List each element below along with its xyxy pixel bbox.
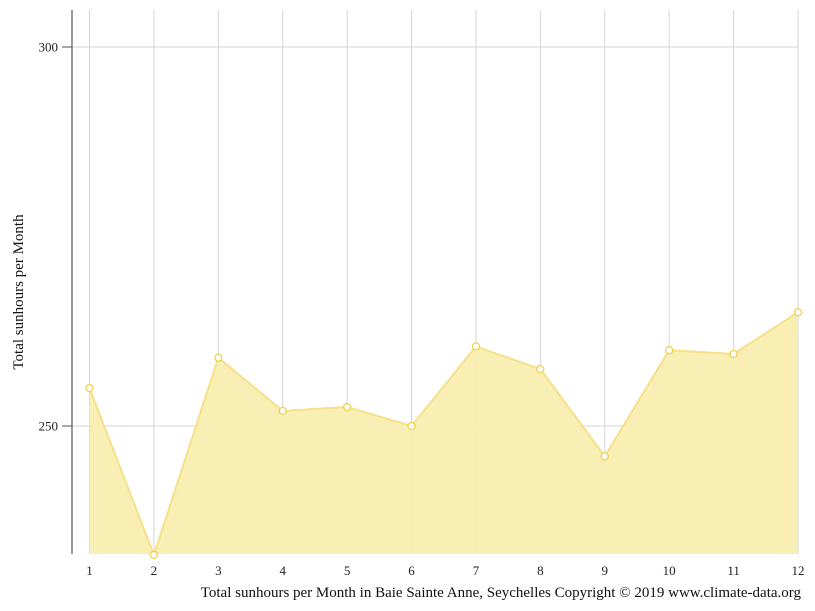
y-axis-title: Total sunhours per Month	[11, 214, 27, 370]
x-tick-label: 6	[408, 563, 415, 578]
x-tick-label: 1	[86, 563, 93, 578]
x-tick-label: 5	[344, 563, 351, 578]
y-tick-label: 300	[39, 40, 59, 55]
data-point-5	[342, 402, 352, 412]
x-tick-label: 3	[215, 563, 222, 578]
x-tick-label: 2	[151, 563, 158, 578]
x-ticks: 1 2 3 4 5 6 7 8 9 10 11 12	[86, 563, 804, 578]
chart-caption: Total sunhours per Month in Baie Sainte …	[200, 585, 801, 601]
data-point-1	[85, 383, 94, 393]
data-point-11	[729, 349, 738, 359]
sunhours-line	[88, 311, 799, 558]
data-point-8	[536, 364, 545, 374]
data-point-6	[407, 421, 416, 431]
x-tick-label: 7	[473, 563, 480, 578]
x-tick-label: 8	[537, 563, 544, 578]
x-tick-label: 11	[727, 563, 740, 578]
data-point-10	[665, 346, 674, 355]
data-point-2	[149, 550, 159, 560]
y-tick-label: 250	[39, 419, 59, 434]
sunhours-area	[89, 312, 798, 555]
data-points	[85, 308, 803, 560]
x-tick-label: 9	[602, 563, 609, 578]
x-tick-label: 10	[663, 563, 676, 578]
y-ticks: 250 300	[39, 40, 72, 434]
data-point-4	[278, 406, 287, 415]
data-point-12	[793, 308, 803, 317]
x-tick-label: 4	[279, 563, 286, 578]
data-point-3	[214, 353, 223, 362]
data-point-7	[471, 342, 481, 351]
x-tick-label: 12	[792, 563, 805, 578]
data-point-9	[600, 452, 609, 461]
